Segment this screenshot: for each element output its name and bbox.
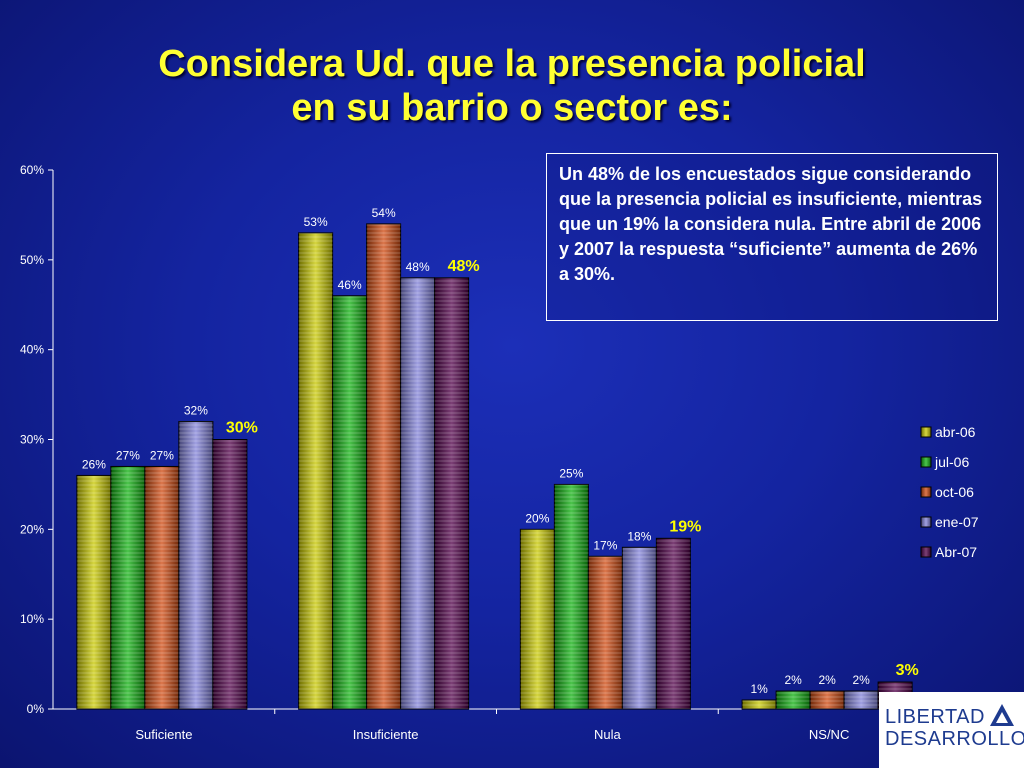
data-label: 27% — [116, 448, 140, 462]
bar-texture — [622, 547, 657, 709]
data-label: 20% — [525, 511, 549, 525]
logo-text-line-1: LIBERTAD — [885, 706, 985, 728]
bar-texture — [776, 691, 811, 709]
title-line-2: en su barrio o sector es: — [291, 87, 733, 129]
data-label: 19% — [669, 518, 701, 535]
data-label: 2% — [818, 673, 836, 687]
x-category-label: Suficiente — [135, 727, 192, 742]
bar-texture — [588, 556, 623, 709]
y-tick-label: 0% — [27, 702, 45, 716]
bar-texture — [554, 484, 589, 709]
bar-texture — [520, 529, 555, 709]
data-label: 54% — [372, 206, 396, 220]
data-label: 2% — [852, 673, 870, 687]
legend-swatch-Abr-07 — [920, 546, 932, 558]
y-tick-label: 10% — [20, 612, 44, 626]
x-category-label: Insuficiente — [353, 727, 419, 742]
y-tick-label: 40% — [20, 343, 44, 357]
y-tick-label: 60% — [20, 163, 44, 177]
x-category-label: Nula — [594, 727, 622, 742]
legend-label: jul-06 — [934, 454, 969, 470]
bar-texture — [298, 232, 333, 709]
data-label: 26% — [82, 457, 106, 471]
bar-texture — [144, 466, 179, 709]
data-label: 48% — [448, 258, 480, 275]
legend-swatch-abr-06 — [920, 426, 932, 438]
bar-texture — [400, 277, 435, 709]
legend-label: oct-06 — [935, 484, 974, 500]
data-label: 32% — [184, 404, 208, 418]
legend-swatch-ene-07 — [920, 516, 932, 528]
data-label: 27% — [150, 448, 174, 462]
y-tick-label: 20% — [20, 522, 44, 536]
legend-label: ene-07 — [935, 514, 979, 530]
x-category-label: NS/NC — [809, 727, 849, 742]
data-label: 30% — [226, 420, 258, 437]
bar-texture — [76, 475, 111, 709]
summary-note: Un 48% de los encuestados sigue consider… — [546, 153, 998, 321]
legend-label: Abr-07 — [935, 544, 977, 560]
data-label: 46% — [338, 278, 362, 292]
bar-texture — [434, 277, 469, 709]
data-label: 25% — [559, 466, 583, 480]
bar-texture — [212, 439, 247, 709]
legend-swatch-oct-06 — [920, 486, 932, 498]
data-label: 2% — [784, 673, 802, 687]
data-label: 18% — [627, 529, 651, 543]
data-label: 17% — [593, 538, 617, 552]
logo-text-line-2: DESARROLLO — [885, 728, 1024, 750]
bar-texture — [332, 295, 367, 709]
legend-swatch-jul-06 — [920, 456, 932, 468]
y-tick-label: 50% — [20, 253, 44, 267]
slide-title: Considera Ud. que la presencia policial … — [0, 42, 1024, 130]
bar-texture — [110, 466, 145, 709]
data-label: 48% — [406, 260, 430, 274]
libertad-desarrollo-logo: LIBERTAD DESARROLLO — [879, 692, 1024, 768]
bar-texture — [844, 691, 879, 709]
y-tick-label: 30% — [20, 433, 44, 447]
title-line-1: Considera Ud. que la presencia policial — [158, 43, 866, 85]
data-label: 53% — [304, 215, 328, 229]
data-label: 1% — [750, 682, 768, 696]
legend-label: abr-06 — [935, 424, 976, 440]
bar-texture — [742, 700, 777, 709]
data-label: 3% — [896, 662, 919, 679]
bar-texture — [656, 538, 691, 709]
bar-texture — [366, 223, 401, 709]
bar-texture — [178, 421, 213, 709]
bar-texture — [810, 691, 845, 709]
mountain-logo-icon — [990, 704, 1014, 726]
